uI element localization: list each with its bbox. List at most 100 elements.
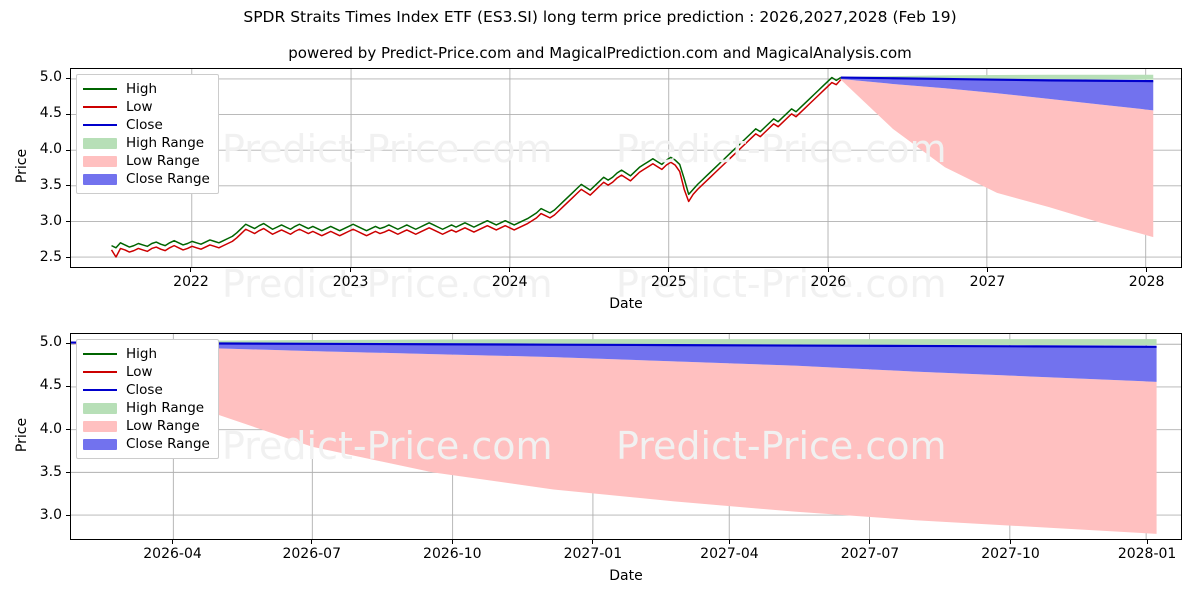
x-axis-tickmark xyxy=(311,540,313,544)
history-plot-area xyxy=(71,69,1181,267)
legend-top: High Low Close High Range Low Range Close Ran… xyxy=(76,74,219,194)
x-axis-tickmark xyxy=(592,540,594,544)
x-axis-label-top: Date xyxy=(609,296,643,312)
y-axis-tick-label: 4.0 xyxy=(39,420,62,437)
y-axis-tick-label: 5.0 xyxy=(39,334,62,351)
legend-item-label: High xyxy=(126,81,158,97)
legend-item-label: Close xyxy=(126,117,163,133)
y-axis-tickmark xyxy=(66,515,70,517)
y-axis-tick-label: 2.5 xyxy=(39,248,62,265)
close-forecast-line xyxy=(71,341,1157,348)
x-axis-tickmark xyxy=(509,268,511,272)
x-axis-tick-label: 2027-07 xyxy=(840,546,900,562)
y-axis-tickmark xyxy=(66,342,70,344)
y-axis-tick-label: 4.0 xyxy=(39,141,62,157)
high-range-band xyxy=(840,74,1154,80)
legend-line-swatch-icon xyxy=(83,83,117,95)
y-axis-tick-label: 3.5 xyxy=(39,463,62,480)
legend-item-label: High Range xyxy=(126,135,205,151)
legend-patch-swatch-icon xyxy=(83,155,117,167)
x-axis-tickmark xyxy=(1146,268,1148,272)
low-history-line xyxy=(110,79,842,258)
x-axis-tick-label: 2027 xyxy=(969,274,1006,290)
y-axis-tick-label: 4.5 xyxy=(39,105,62,122)
legend-item-label: Low Range xyxy=(126,153,200,169)
x-axis-tickmark xyxy=(172,540,174,544)
chart-panel-history xyxy=(70,68,1182,268)
y-axis-tickmark xyxy=(66,257,70,259)
legend-line-swatch-icon xyxy=(83,101,117,113)
legend-item-label: Low Range xyxy=(126,418,200,434)
legend-item: High Range xyxy=(83,134,210,152)
legend-item: Close xyxy=(83,381,210,399)
legend-patch-swatch-icon xyxy=(83,438,117,450)
legend-item: Low Range xyxy=(83,417,210,435)
y-axis-tickmark xyxy=(66,385,70,387)
x-axis-tickmark xyxy=(451,540,453,544)
chart-title: SPDR Straits Times Index ETF (ES3.SI) lo… xyxy=(243,8,957,26)
legend-line-swatch-icon xyxy=(83,366,117,378)
legend-item: High xyxy=(83,80,210,98)
legend-item: Low Range xyxy=(83,152,210,170)
x-axis-tick-label: 2026-07 xyxy=(282,546,341,562)
y-axis-tickmark xyxy=(66,149,70,151)
legend-bottom: High Low Close High Range Low Range Close Ran… xyxy=(76,339,219,459)
x-axis-tick-label: 2022 xyxy=(173,274,209,290)
x-axis-tickmark xyxy=(728,540,730,544)
high-history-line xyxy=(111,76,842,249)
y-axis-tickmark xyxy=(66,429,70,431)
x-axis-tick-label: 2023 xyxy=(332,274,369,290)
x-axis-tick-label: 2026-10 xyxy=(423,546,482,562)
high-range-band xyxy=(71,339,1157,346)
legend-item-label: Low xyxy=(126,99,153,115)
legend-patch-swatch-icon xyxy=(83,402,117,414)
legend-item-label: Close Range xyxy=(126,436,210,452)
x-axis-tick-label: 2028-01 xyxy=(1117,546,1177,562)
chart-subtitle: powered by Predict-Price.com and Magical… xyxy=(288,44,912,62)
forecast-plot-area xyxy=(71,334,1181,539)
legend-item: Low xyxy=(83,363,210,381)
x-axis-tickmark xyxy=(350,268,352,272)
legend-item-label: Low xyxy=(126,364,153,380)
chart-panel-forecast xyxy=(70,333,1182,540)
x-axis-tickmark xyxy=(190,268,192,272)
legend-item: Low xyxy=(83,98,210,116)
x-axis-label-bottom: Date xyxy=(609,568,643,584)
legend-line-swatch-icon xyxy=(83,384,117,396)
legend-item: High xyxy=(83,345,210,363)
close-forecast-line xyxy=(840,76,1154,83)
y-axis-tick-label: 3.0 xyxy=(39,506,62,523)
y-axis-tick-label: 3.5 xyxy=(39,176,62,193)
close-range-band xyxy=(71,342,1157,382)
y-axis-tick-label: 5.0 xyxy=(39,69,62,86)
y-axis-label-bottom: Price xyxy=(14,417,30,452)
x-axis-tick-label: 2027-04 xyxy=(700,546,759,562)
legend-item: Close Range xyxy=(83,170,210,188)
x-axis-tickmark xyxy=(869,540,871,544)
x-axis-tick-label: 2026 xyxy=(810,274,847,290)
y-axis-tickmark xyxy=(66,472,70,474)
x-axis-tick-label: 2025 xyxy=(650,274,687,290)
x-axis-tickmark xyxy=(1146,540,1148,544)
y-axis-tickmark xyxy=(66,185,70,187)
legend-item-label: Close Range xyxy=(126,171,210,187)
x-axis-tick-label: 2024 xyxy=(491,274,528,290)
x-axis-tick-label: 2027-01 xyxy=(563,546,623,562)
close-range-band xyxy=(840,77,1154,111)
legend-patch-swatch-icon xyxy=(83,173,117,185)
x-axis-tick-label: 2026-04 xyxy=(143,546,202,562)
y-axis-tick-label: 4.5 xyxy=(39,377,62,394)
legend-line-swatch-icon xyxy=(83,119,117,131)
x-axis-tickmark xyxy=(827,268,829,272)
y-axis-tickmark xyxy=(66,77,70,79)
legend-line-swatch-icon xyxy=(83,348,117,360)
x-axis-tickmark xyxy=(668,268,670,272)
low-range-band xyxy=(71,342,1157,534)
x-axis-tickmark xyxy=(987,268,988,272)
legend-patch-swatch-icon xyxy=(83,137,117,149)
legend-item-label: Close xyxy=(126,382,163,398)
legend-item-label: High Range xyxy=(126,400,205,416)
x-axis-tick-label: 2027-10 xyxy=(981,546,1040,562)
low-range-band xyxy=(840,78,1154,238)
